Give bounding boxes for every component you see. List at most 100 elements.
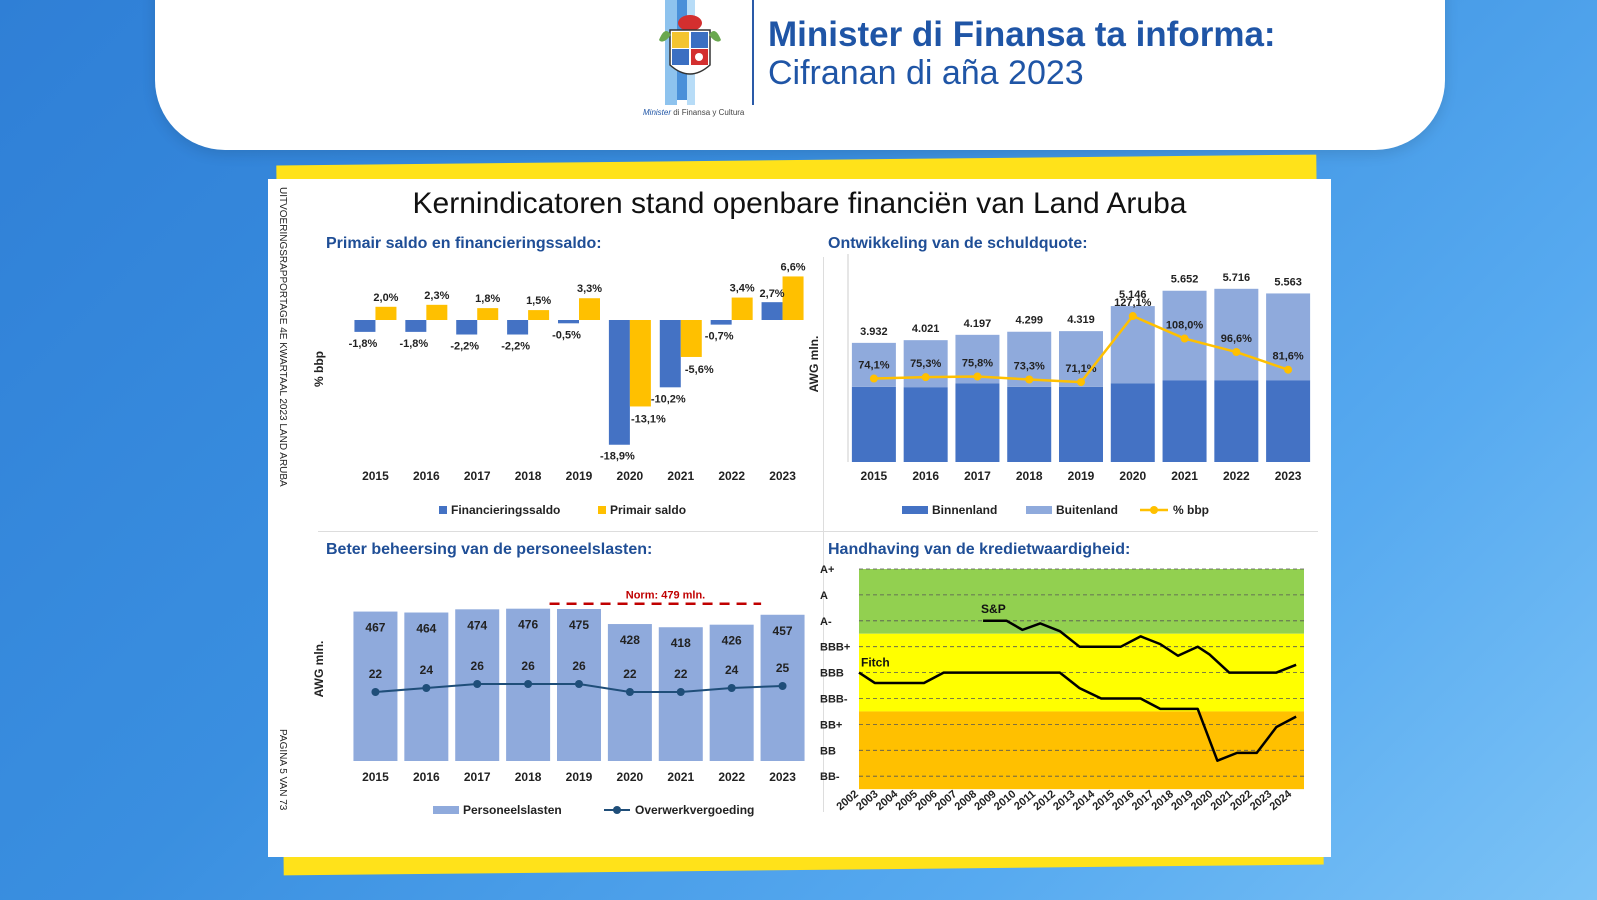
x-tick-label: 2015 xyxy=(362,469,389,483)
x-tick-label: 2019 xyxy=(1068,469,1095,483)
legend-swatch-primair-saldo xyxy=(598,506,606,514)
buitenland-bar xyxy=(1059,331,1103,387)
total-debt-label: 5.652 xyxy=(1171,274,1199,286)
overwerkvergoeding-point xyxy=(676,688,685,696)
x-tick-label: 2018 xyxy=(515,469,542,483)
x-tick-label: 2023 xyxy=(769,770,796,784)
total-debt-label: 4.299 xyxy=(1015,315,1043,327)
x-tick-label: 2018 xyxy=(1016,469,1043,483)
overwerkvergoeding-point xyxy=(778,682,787,690)
pct-bbp-label: 108,0% xyxy=(1166,320,1204,332)
primair-saldo-bar xyxy=(426,304,448,320)
legend-swatch-personeelslasten xyxy=(433,806,459,814)
overwerkvergoeding-point xyxy=(727,684,736,692)
rating-tick-label: A xyxy=(820,590,828,602)
card-title: Kernindicatoren stand openbare financiën… xyxy=(412,187,1187,220)
x-tick-label: 2023 xyxy=(1275,469,1302,483)
x-tick-label: 2017 xyxy=(964,469,991,483)
financieringssaldo-bar xyxy=(354,320,376,332)
pct-bbp-point xyxy=(973,372,982,381)
financieringssaldo-bar xyxy=(507,320,529,335)
primair-saldo-label: 3,4% xyxy=(730,283,755,295)
chart1-title: Primair saldo en financieringssaldo: xyxy=(326,235,602,252)
header-divider xyxy=(752,0,754,105)
personeelslasten-bar xyxy=(353,611,398,761)
legend-marker-overwerkvergoeding xyxy=(613,806,621,814)
x-tick-label: 2021 xyxy=(667,770,694,784)
x-tick-label: 2018 xyxy=(515,770,542,784)
binnenland-bar xyxy=(1162,380,1207,462)
rating-tick-label: BBB+ xyxy=(820,642,850,654)
x-tick-label: 2016 xyxy=(912,469,939,483)
rating-tick-label: BB xyxy=(820,745,836,757)
chart-schuldquote: AWG mln. 3.932 74,1% 2015 4.021 75,3% 2016 4.19… xyxy=(807,254,1311,517)
personeelslasten-label: 476 xyxy=(518,618,538,632)
pct-bbp-label: 74,1% xyxy=(858,360,889,372)
personeelslasten-label: 457 xyxy=(773,624,793,638)
financieringssaldo-label: -1,8% xyxy=(399,338,428,350)
financieringssaldo-label: -1,8% xyxy=(349,338,378,350)
x-tick-label: 2021 xyxy=(667,469,694,483)
legend-label-primair-saldo: Primair saldo xyxy=(610,503,686,517)
overwerkvergoeding-point xyxy=(575,680,583,688)
pct-bbp-label: 81,6% xyxy=(1273,351,1304,363)
financieringssaldo-bar xyxy=(456,320,478,335)
total-debt-label: 3.932 xyxy=(860,326,888,338)
legend-label-overwerkvergoeding: Overwerkvergoeding xyxy=(635,803,754,817)
x-tick-label: 2016 xyxy=(413,770,440,784)
total-debt-label: 4.021 xyxy=(912,323,940,335)
total-debt-label: 5.146 xyxy=(1119,289,1147,301)
overwerkvergoeding-label: 24 xyxy=(420,663,434,677)
header-banner: Minister di Finansa y Cultura Minister d… xyxy=(155,0,1445,150)
primair-saldo-label: 1,8% xyxy=(475,293,500,305)
pct-bbp-point xyxy=(921,373,930,382)
pct-bbp-label: 96,6% xyxy=(1221,333,1252,345)
rating-tick-label: A- xyxy=(820,616,832,628)
primair-saldo-bar xyxy=(629,320,651,407)
x-tick-label: 2023 xyxy=(769,469,796,483)
x-tick-label: 2022 xyxy=(718,770,745,784)
norm-label: Norm: 479 mln. xyxy=(626,590,705,602)
primair-saldo-bar xyxy=(528,310,550,320)
legend-swatch-financieringssaldo xyxy=(439,506,447,514)
pct-bbp-label: 73,3% xyxy=(1014,361,1045,373)
pct-bbp-point xyxy=(1180,334,1189,343)
primair-saldo-label: -5,6% xyxy=(685,364,714,376)
rating-tick-label: A+ xyxy=(820,564,834,576)
personeelslasten-label: 467 xyxy=(365,621,385,635)
financieringssaldo-label: -18,9% xyxy=(600,451,635,463)
logo-caption: Minister di Finansa y Cultura xyxy=(643,108,745,117)
chart2-title: Ontwikkeling van de schuldquote: xyxy=(828,235,1088,252)
header-subtitle: Cifranan di aña 2023 xyxy=(768,54,1084,92)
legend-swatch-buitenland xyxy=(1026,506,1052,514)
financieringssaldo-bar xyxy=(405,320,427,332)
chart4-title: Handhaving van de kredietwaardigheid: xyxy=(828,541,1131,558)
rating-tick-label: BB- xyxy=(820,771,840,783)
primair-saldo-bar xyxy=(731,297,753,320)
personeelslasten-label: 475 xyxy=(569,618,589,632)
rating-tick-label: BB+ xyxy=(820,719,842,731)
year-tick-label: 2024 xyxy=(1268,788,1295,813)
chart3-ylabel: AWG mln. xyxy=(312,641,326,698)
overwerkvergoeding-label: 24 xyxy=(725,663,739,677)
fitch-rating-line xyxy=(858,671,1297,762)
financieringssaldo-label: -0,7% xyxy=(705,331,734,343)
vertical-divider xyxy=(823,257,824,812)
financieringssaldo-bar xyxy=(761,302,783,320)
overwerkvergoeding-point xyxy=(625,688,634,696)
pct-bbp-point xyxy=(1284,365,1293,374)
pct-bbp-label: 75,3% xyxy=(910,358,941,370)
personeelslasten-label: 426 xyxy=(722,634,742,648)
pct-bbp-point xyxy=(1232,348,1241,357)
x-tick-label: 2021 xyxy=(1171,469,1198,483)
financieringssaldo-label: -2,2% xyxy=(501,341,530,353)
side-page-label: PAGINA 5 VAN 73 xyxy=(277,729,288,811)
x-tick-label: 2020 xyxy=(1119,469,1146,483)
legend-label-personeelslasten: Personeelslasten xyxy=(463,803,562,817)
header-title: Minister di Finansa ta informa: xyxy=(768,15,1276,54)
sp-series-label: S&P xyxy=(981,602,1006,616)
total-debt-label: 5.563 xyxy=(1274,276,1302,288)
x-tick-label: 2020 xyxy=(617,469,644,483)
primair-saldo-label: 3,3% xyxy=(577,283,602,295)
legend-label-binnenland: Binnenland xyxy=(932,503,997,517)
